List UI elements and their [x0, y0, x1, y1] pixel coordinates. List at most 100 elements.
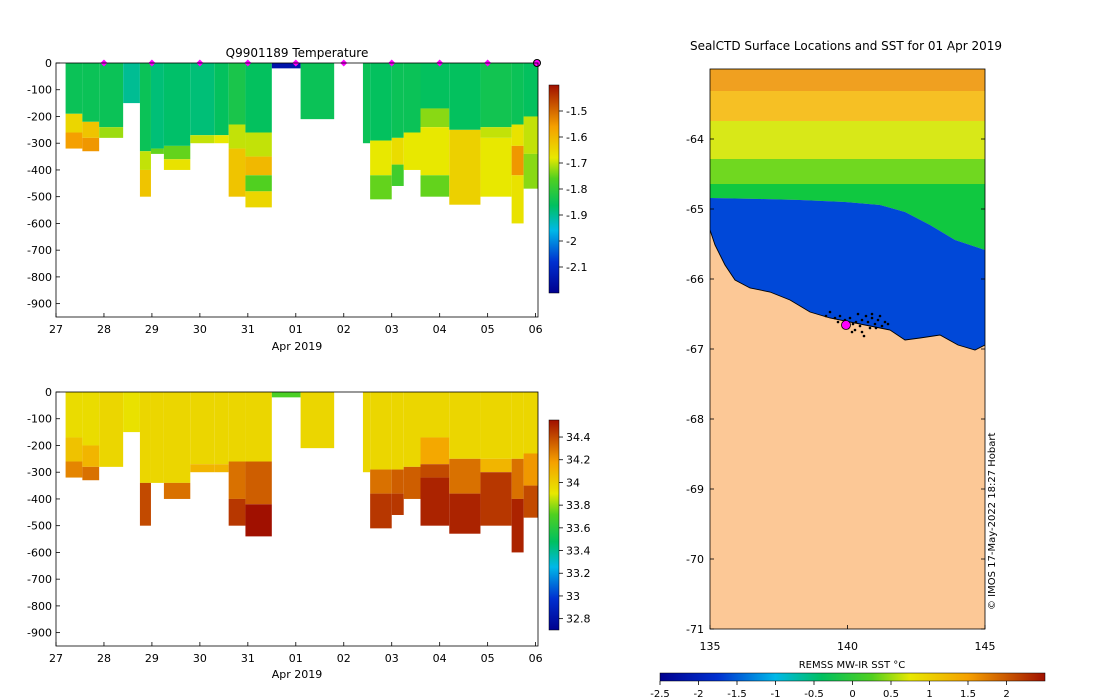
temp-cell	[362, 63, 371, 144]
current-profile-marker	[841, 320, 851, 330]
temp-ytick-label: -800	[27, 271, 52, 284]
sal-cell	[190, 392, 215, 465]
map-ytick-label: -67	[686, 343, 704, 356]
sal-ytick-label: -600	[27, 546, 52, 559]
sal-cbar-label: 33.4	[566, 545, 591, 558]
ctd-location-dot	[866, 320, 870, 324]
temp-cell	[214, 135, 229, 144]
temp-ytick-label: -400	[27, 164, 52, 177]
temp-cell	[228, 63, 246, 125]
ctd-location-dot	[860, 318, 864, 322]
temp-cell	[420, 63, 450, 109]
sal-ytick-label: -500	[27, 520, 52, 533]
sal-cell	[480, 472, 512, 526]
temperature-panel: Q9901189 Temperature 27 28 29 30 31 01 02 03 04 0…	[27, 46, 587, 353]
temp-cell	[523, 63, 538, 117]
sal-cbar-label: 33.8	[566, 499, 591, 512]
ctd-location-dot	[853, 328, 857, 332]
temp-ytick-label: -500	[27, 191, 52, 204]
sal-ytick-label: -700	[27, 573, 52, 586]
sal-ytick-label: -400	[27, 493, 52, 506]
sal-xtick-label: 29	[145, 652, 159, 665]
temp-xtick-label: 03	[385, 323, 399, 336]
ctd-surface-locations	[824, 310, 890, 338]
temp-cell	[245, 63, 272, 133]
temp-cell	[82, 137, 100, 152]
temperature-colorbar	[548, 84, 560, 294]
sal-cell	[82, 466, 100, 481]
map-yticks: -64 -65 -66 -67 -68 -69 -70 -71	[686, 133, 985, 636]
temp-cell	[391, 137, 404, 165]
sal-cell	[449, 493, 481, 534]
temperature-colorbar-ticks: -1.5 -1.6 -1.7 -1.8 -1.9 -2 -2.1	[559, 105, 587, 274]
temp-ytick-label: -100	[27, 84, 52, 97]
ctd-location-dot	[824, 314, 828, 318]
sal-cell	[300, 392, 335, 449]
sal-cell	[480, 458, 512, 473]
temp-cell	[82, 121, 100, 138]
temp-xtick-label: 30	[193, 323, 207, 336]
temp-cell	[511, 124, 524, 146]
coastline	[710, 229, 985, 351]
ctd-location-dot	[878, 314, 882, 318]
ctd-location-dot	[833, 316, 837, 320]
temp-xtick-label: 27	[49, 323, 63, 336]
sal-cell	[420, 392, 450, 438]
temp-cell	[370, 175, 392, 200]
temp-xtick-label: 29	[145, 323, 159, 336]
sal-ytick-label: -800	[27, 600, 52, 613]
temp-cell	[190, 63, 215, 136]
sal-cell	[245, 392, 272, 462]
map-ytick-label: -68	[686, 413, 704, 426]
temp-cbar-label: -2	[566, 235, 577, 248]
ctd-location-dot	[883, 320, 887, 324]
ctd-location-dot	[848, 316, 852, 320]
ctd-location-dot	[864, 314, 868, 318]
sal-cell	[391, 469, 404, 494]
ctd-location-dot	[854, 320, 858, 324]
temperature-yticks: 0 -100 -200 -300 -400 -500 -600 -700 -800 -900	[27, 57, 60, 311]
salinity-xlabel: Apr 2019	[272, 668, 323, 681]
sal-ytick-label: -200	[27, 439, 52, 452]
sal-cell	[420, 437, 450, 465]
ctd-location-dot	[870, 316, 874, 320]
temp-xtick-label: 01	[289, 323, 303, 336]
map-ytick-label: -66	[686, 273, 704, 286]
ctd-location-dot	[828, 310, 832, 314]
salinity-yticks: 0 -100 -200 -300 -400 -500 -600 -700 -800 -900	[27, 386, 60, 640]
temp-cell	[300, 63, 335, 120]
salinity-colorbar-ticks: 34.4 34.2 34 33.8 33.6 33.4 33.2 33 32.8	[559, 431, 591, 626]
sal-cbar-label: 33	[566, 590, 580, 603]
sal-cell	[370, 469, 392, 494]
map-ytick-label: -64	[686, 133, 704, 146]
sal-xtick-label: 28	[97, 652, 111, 665]
temp-ytick-label: -900	[27, 298, 52, 311]
temp-xtick-label: 06	[529, 323, 543, 336]
sal-cell	[65, 437, 83, 462]
ctd-location-dot	[886, 322, 890, 326]
temp-ytick-label: -700	[27, 244, 52, 257]
sst-band-cold-blue	[710, 198, 985, 350]
ctd-location-dot	[860, 330, 864, 334]
sal-cell	[370, 493, 392, 529]
map-xtick-label: 140	[837, 640, 858, 653]
temp-ytick-label: -300	[27, 137, 52, 150]
sal-cell	[362, 392, 371, 473]
map-panel: SealCTD Surface Locations and SST for 01…	[650, 39, 1046, 700]
salinity-axes-frame	[55, 391, 539, 647]
ctd-location-dot	[876, 318, 880, 322]
temp-ytick-label: -200	[27, 110, 52, 123]
sal-xtick-label: 06	[529, 652, 543, 665]
credit-text: © IMOS 17-May-2022 18:27 Hobart	[987, 433, 998, 610]
temp-cell	[245, 156, 272, 176]
sst-cbar-label: 2	[1003, 689, 1009, 700]
sal-cell	[245, 504, 272, 537]
temp-cell	[523, 153, 538, 189]
sal-cell	[214, 392, 229, 465]
sal-cbar-label: 34.2	[566, 454, 591, 467]
salinity-colorbar	[548, 419, 560, 631]
sal-cell	[190, 464, 215, 473]
map-ytick-label: -65	[686, 203, 704, 216]
salinity-panel: 27 28 29 30 31 01 02 03 04 05 06 0 -100 -200 -300 -400…	[27, 386, 590, 681]
sal-cell	[65, 461, 83, 478]
